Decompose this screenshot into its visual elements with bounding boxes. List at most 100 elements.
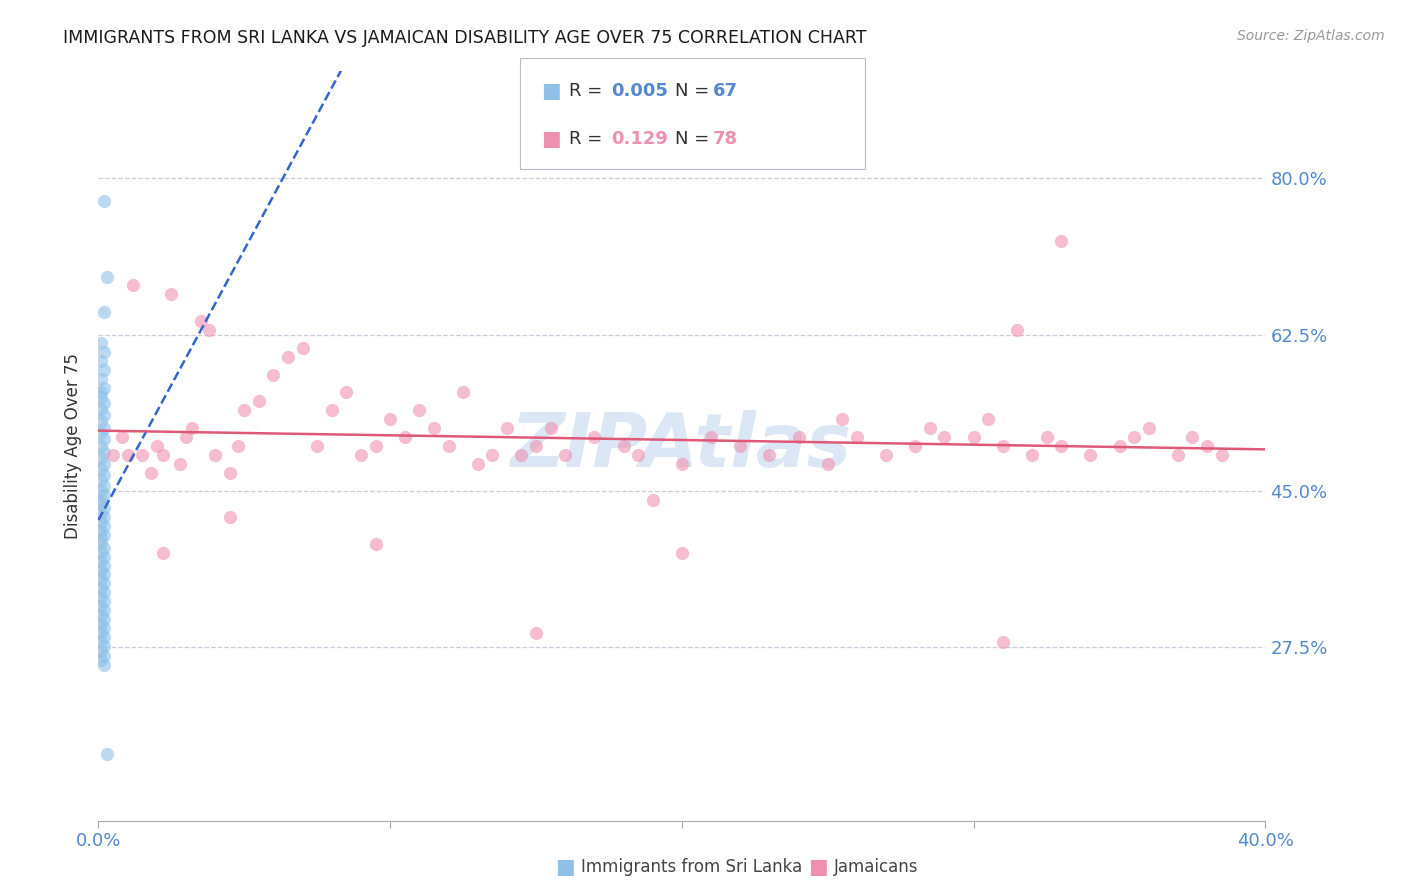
- Point: [160, 287, 183, 301]
- Point: [90, 506, 112, 520]
- Point: [93, 381, 115, 395]
- Point: [524, 439, 547, 453]
- Point: [90, 414, 112, 428]
- Point: [90, 473, 112, 487]
- Point: [93, 519, 115, 533]
- Point: [131, 448, 153, 462]
- Point: [1050, 234, 1073, 248]
- Point: [93, 363, 115, 377]
- Point: [307, 439, 329, 453]
- Point: [671, 457, 693, 471]
- Point: [93, 445, 115, 459]
- Point: [90, 483, 112, 498]
- Point: [90, 425, 112, 440]
- Point: [90, 462, 112, 476]
- Point: [730, 439, 752, 453]
- Point: [90, 590, 112, 604]
- Point: [93, 408, 115, 422]
- Point: [96, 747, 118, 761]
- Point: [1123, 430, 1146, 444]
- Point: [93, 657, 115, 672]
- Point: [991, 635, 1014, 649]
- Point: [758, 448, 780, 462]
- Point: [991, 439, 1014, 453]
- Point: [90, 545, 112, 559]
- Point: [612, 439, 634, 453]
- Y-axis label: Disability Age Over 75: Disability Age Over 75: [65, 353, 83, 539]
- Point: [198, 323, 221, 337]
- Point: [117, 448, 139, 462]
- Point: [90, 653, 112, 667]
- Point: [90, 607, 112, 622]
- Point: [93, 396, 115, 410]
- Point: [93, 549, 115, 564]
- Point: [90, 644, 112, 658]
- Point: [93, 576, 115, 591]
- Point: [641, 492, 664, 507]
- Point: [1108, 439, 1130, 453]
- Point: [233, 403, 256, 417]
- Point: [496, 421, 519, 435]
- Point: [1021, 448, 1043, 462]
- Point: [93, 488, 115, 502]
- Point: [90, 401, 112, 416]
- Point: [93, 468, 115, 483]
- Point: [90, 354, 112, 368]
- Text: IMMIGRANTS FROM SRI LANKA VS JAMAICAN DISABILITY AGE OVER 75 CORRELATION CHART: IMMIGRANTS FROM SRI LANKA VS JAMAICAN DI…: [63, 29, 866, 46]
- Point: [1195, 439, 1218, 453]
- Point: [90, 450, 112, 465]
- Text: 0.129: 0.129: [612, 130, 668, 148]
- Point: [510, 448, 533, 462]
- Point: [218, 466, 240, 480]
- Point: [451, 385, 474, 400]
- Point: [93, 621, 115, 635]
- Text: ■: ■: [808, 857, 828, 877]
- Point: [1167, 448, 1189, 462]
- Text: ■: ■: [555, 857, 575, 877]
- Point: [93, 612, 115, 626]
- Point: [111, 430, 134, 444]
- Point: [93, 603, 115, 617]
- Point: [1181, 430, 1204, 444]
- Point: [93, 305, 115, 319]
- Point: [90, 390, 112, 404]
- Point: [93, 479, 115, 493]
- Point: [93, 648, 115, 663]
- Point: [291, 341, 314, 355]
- Text: N =: N =: [675, 130, 714, 148]
- Point: [90, 572, 112, 586]
- Point: [408, 403, 430, 417]
- Point: [93, 585, 115, 599]
- Text: 78: 78: [713, 130, 738, 148]
- Point: [524, 626, 547, 640]
- Point: [90, 563, 112, 577]
- Point: [364, 439, 387, 453]
- Point: [90, 336, 112, 351]
- Point: [96, 269, 118, 284]
- Point: [817, 457, 839, 471]
- Point: [846, 430, 869, 444]
- Point: [481, 448, 503, 462]
- Text: ■: ■: [541, 129, 561, 149]
- Point: [1035, 430, 1057, 444]
- Point: [627, 448, 650, 462]
- Point: [554, 448, 576, 462]
- Text: R =: R =: [569, 130, 614, 148]
- Point: [90, 372, 112, 386]
- Point: [146, 439, 169, 453]
- Text: Jamaicans: Jamaicans: [834, 858, 918, 876]
- Point: [90, 536, 112, 550]
- Point: [962, 430, 984, 444]
- Point: [1050, 439, 1073, 453]
- Point: [540, 421, 562, 435]
- Point: [93, 528, 115, 542]
- Point: [90, 625, 112, 640]
- Point: [918, 421, 941, 435]
- Text: 67: 67: [713, 82, 738, 100]
- Point: [93, 421, 115, 435]
- Point: [93, 345, 115, 359]
- Point: [1137, 421, 1160, 435]
- Point: [350, 448, 373, 462]
- Point: [831, 412, 853, 426]
- Point: [90, 554, 112, 568]
